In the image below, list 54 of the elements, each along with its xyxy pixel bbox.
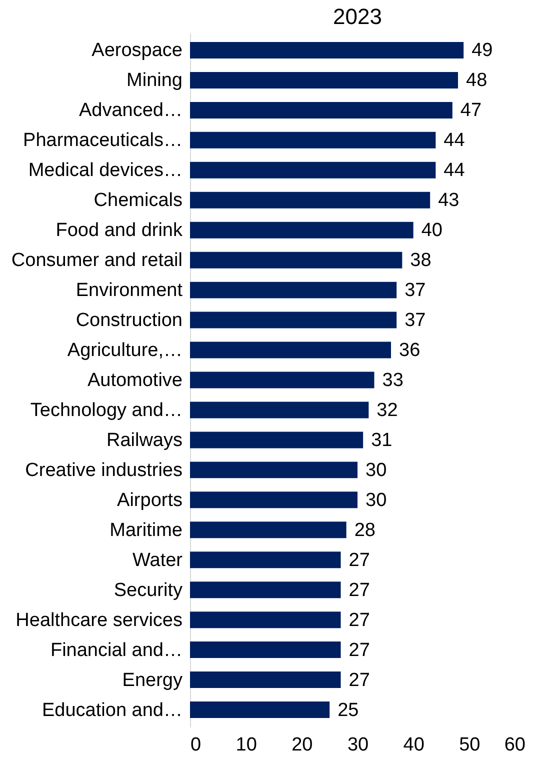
data-label: 30 <box>366 460 387 481</box>
chart-title: 2023 <box>333 4 382 29</box>
data-label: 27 <box>348 610 370 631</box>
data-label: 27 <box>348 550 370 571</box>
data-label: 36 <box>399 340 420 362</box>
y-tick-label: Railways <box>106 430 182 451</box>
data-label: 43 <box>438 190 460 212</box>
y-tick-label: Airports <box>117 490 182 511</box>
data-label: 25 <box>338 700 359 721</box>
data-label: 44 <box>444 130 466 152</box>
data-label: 27 <box>348 640 370 661</box>
y-tick-label: Automotive <box>87 370 182 391</box>
data-label: 28 <box>354 520 376 541</box>
y-tick-label: Energy <box>122 670 183 691</box>
y-tick-label: Consumer and retail <box>11 250 182 272</box>
x-tick-label: 60 <box>504 734 526 756</box>
data-label: 33 <box>382 370 404 391</box>
data-label: 44 <box>444 160 466 182</box>
data-label: 31 <box>371 430 392 451</box>
y-tick-label: Mining <box>126 70 182 92</box>
y-tick-label: Financial and… <box>50 640 182 661</box>
y-tick-label: Creative industries <box>25 460 182 481</box>
y-tick-label: Advanced… <box>78 100 182 122</box>
y-tick-label: Security <box>114 580 183 601</box>
y-tick-label: Aerospace <box>92 40 182 62</box>
x-tick-label: 0 <box>190 734 202 756</box>
data-label: 49 <box>472 40 493 62</box>
x-tick-label: 50 <box>459 734 480 756</box>
data-label: 37 <box>404 280 426 302</box>
x-tick-label: 20 <box>292 734 313 756</box>
x-tick-label: 40 <box>403 734 424 756</box>
y-tick-label: Construction <box>76 310 182 332</box>
y-tick-label: Maritime <box>110 520 182 541</box>
data-label: 47 <box>460 100 482 122</box>
y-tick-label: Food and drink <box>56 220 183 242</box>
y-tick-label: Chemicals <box>94 190 182 212</box>
data-label: 30 <box>366 490 387 511</box>
x-tick-label: 30 <box>347 734 369 756</box>
y-tick-label: Technology and… <box>30 400 182 421</box>
data-label: 48 <box>466 70 488 92</box>
data-label: 27 <box>348 670 370 691</box>
y-tick-label: Pharmaceuticals… <box>23 130 182 152</box>
y-tick-label: Education and… <box>42 700 182 721</box>
y-tick-label: Water <box>132 550 184 571</box>
y-tick-label: Healthcare services <box>16 610 182 631</box>
data-label: 38 <box>410 250 432 272</box>
y-tick-label: Medical devices… <box>28 160 182 182</box>
y-tick-label: Agriculture,… <box>67 340 182 362</box>
data-label: 32 <box>376 400 398 421</box>
data-label: 40 <box>421 220 442 242</box>
y-tick-label: Environment <box>76 280 184 302</box>
data-label: 27 <box>348 580 370 601</box>
x-tick-label: 10 <box>236 734 257 756</box>
data-label: 37 <box>404 310 426 332</box>
